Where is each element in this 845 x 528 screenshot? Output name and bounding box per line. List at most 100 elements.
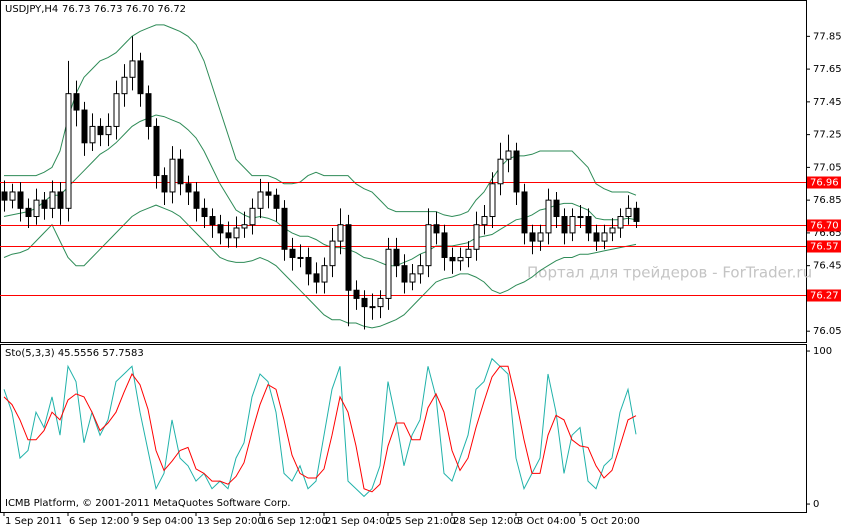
x-tick-label: 25 Sep 21:00	[389, 516, 456, 527]
ohlc-readout: 76.73 76.73 76.70 76.72	[62, 4, 186, 15]
candle-body	[257, 191, 264, 209]
candle-body	[409, 273, 416, 283]
candle-body	[337, 224, 344, 242]
candle-body	[361, 297, 368, 308]
candle-body	[161, 175, 168, 193]
candle-body	[217, 224, 224, 234]
candle-body	[585, 216, 592, 234]
band-lower	[3, 204, 637, 329]
candle-body	[497, 158, 504, 185]
indicator-title: Sto(5,3,3) 45.5556 57.7583	[5, 348, 144, 359]
candle-body	[241, 224, 248, 229]
candle-body	[57, 191, 64, 209]
level-tag	[807, 219, 841, 232]
candle-body	[377, 297, 384, 308]
level-tag	[807, 240, 841, 253]
candle-body	[249, 207, 256, 226]
candle-body	[185, 183, 192, 193]
candle-body	[401, 265, 408, 283]
candle-body	[153, 125, 160, 177]
candle-body	[537, 232, 544, 242]
candle-body	[465, 248, 472, 258]
candle-body	[561, 216, 568, 234]
candle-body	[513, 150, 520, 193]
candle-body	[473, 224, 480, 250]
candle-body	[41, 199, 48, 209]
candle-body	[505, 150, 512, 160]
candle-body	[105, 125, 112, 136]
candle-body	[593, 232, 600, 242]
y-tick-label: 77.45	[813, 97, 842, 108]
candle-body	[17, 191, 24, 209]
y-tick-label: 100	[813, 346, 832, 357]
x-tick-label: 1 Sep 2011	[5, 516, 62, 527]
x-tick-label: 16 Sep 12:00	[261, 516, 328, 527]
candle-body	[73, 93, 80, 111]
candle-body	[617, 216, 624, 229]
candle-body	[449, 256, 456, 262]
y-tick-label: 0	[813, 499, 819, 510]
y-tick-label: 77.05	[813, 162, 842, 173]
band-middle	[3, 114, 637, 267]
band-upper	[4, 24, 637, 218]
candle-body	[273, 194, 280, 209]
candle-body	[265, 191, 272, 196]
candle-body	[553, 199, 560, 218]
candle-body	[81, 109, 88, 144]
candle-body	[225, 232, 232, 239]
y-tick-label: 77.65	[813, 64, 842, 75]
candle-body	[169, 158, 176, 193]
x-tick-label: 3 Oct 04:00	[517, 516, 576, 527]
candle-body	[121, 76, 128, 95]
candle-body	[457, 256, 464, 262]
candle-body	[569, 216, 576, 234]
x-tick-label: 28 Sep 12:00	[453, 516, 520, 527]
x-tick-label: 6 Sep 12:00	[69, 516, 129, 527]
level-label: 76.70	[810, 221, 839, 232]
candle-body	[33, 199, 40, 218]
candle-body	[433, 224, 440, 234]
level-label: 76.96	[810, 178, 839, 189]
candle-body	[609, 227, 616, 234]
candle-body	[577, 216, 584, 219]
candle-body	[345, 224, 352, 291]
candle-body	[65, 93, 72, 209]
candle-body	[89, 125, 96, 144]
candle-body	[137, 60, 144, 95]
y-tick-label: 77.25	[813, 130, 842, 141]
y-tick-label: 76.65	[813, 228, 842, 239]
candle-body	[177, 158, 184, 185]
candle-body	[9, 191, 16, 201]
candle-body	[489, 183, 496, 218]
x-tick-label: 5 Oct 20:00	[581, 516, 640, 527]
candle-body	[529, 232, 536, 242]
stochastic-line	[3, 365, 637, 493]
candle-body	[209, 216, 216, 226]
candle-body	[417, 265, 424, 275]
candle-body	[129, 60, 136, 78]
candle-body	[385, 248, 392, 299]
candle-body	[545, 199, 552, 234]
y-tick-label: 76.85	[813, 195, 842, 206]
symbol-title: USDJPY,H4	[5, 4, 58, 15]
y-tick-label: 76.45	[813, 261, 842, 272]
indicator-pane	[0, 344, 807, 513]
candle-body	[233, 227, 240, 239]
level-tag	[807, 289, 841, 302]
level-tag	[807, 176, 841, 189]
stochastic-line	[3, 357, 637, 498]
x-tick-label: 21 Sep 04:00	[325, 516, 392, 527]
candle-body	[289, 248, 296, 258]
candle-body	[313, 273, 320, 283]
candle-body	[113, 93, 120, 127]
copyright: ICMB Platform, © 2001-2011 MetaQuotes So…	[5, 498, 291, 509]
candle-body	[193, 191, 200, 209]
candle-body	[329, 240, 336, 267]
watermark: Портал для трейдеров - ForTrader.ru	[527, 264, 812, 282]
candle-body	[145, 93, 152, 127]
level-label: 76.27	[810, 291, 839, 302]
y-tick-label: 76.05	[813, 326, 842, 337]
level-label: 76.57	[810, 242, 839, 253]
candle-body	[281, 207, 288, 250]
